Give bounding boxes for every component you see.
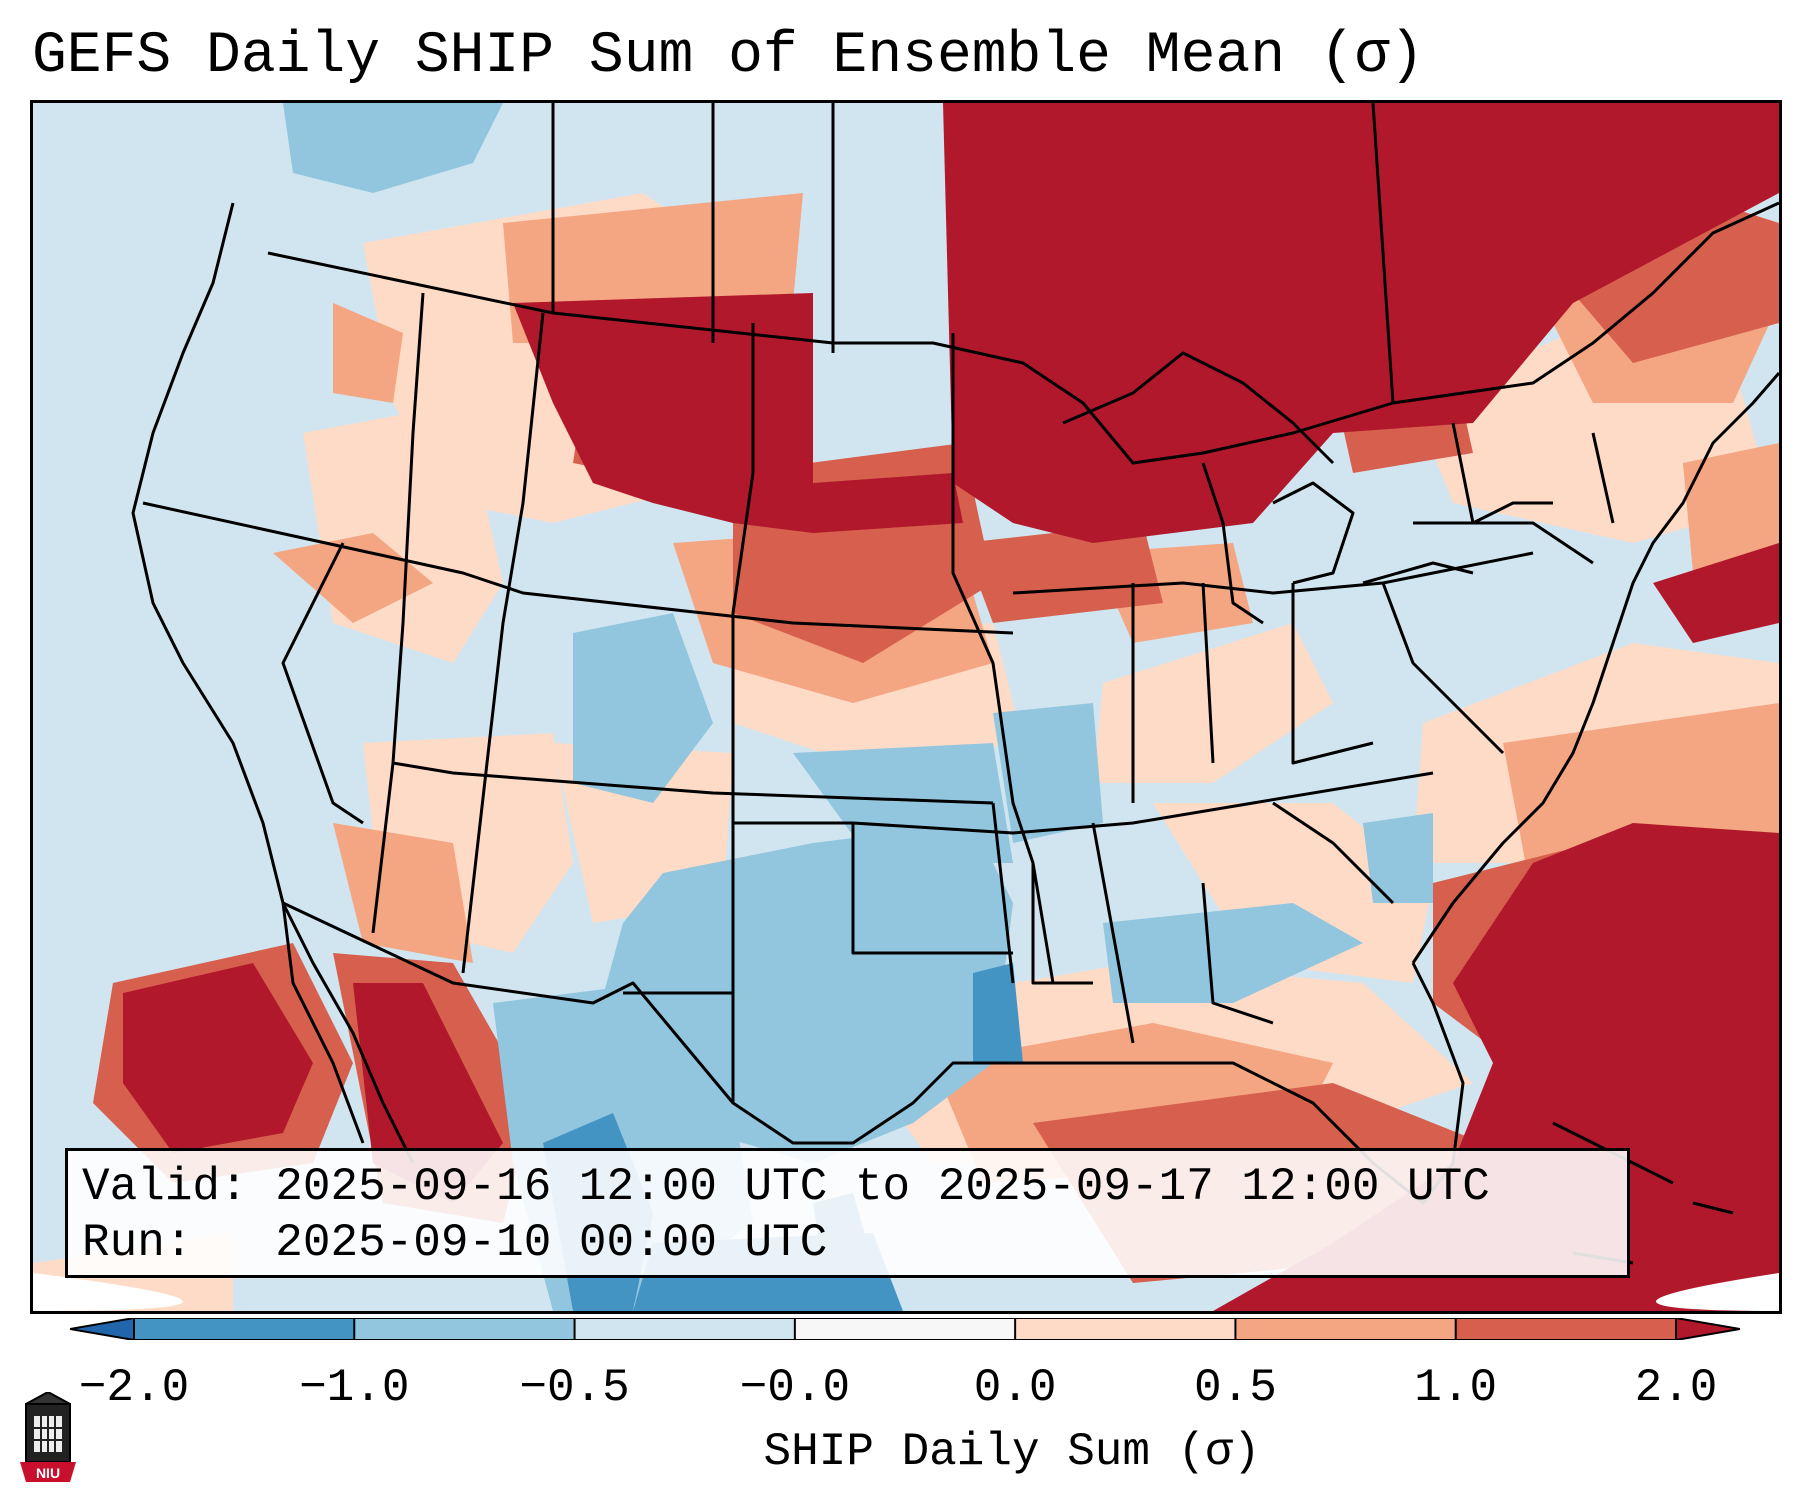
run-line: Run: 2025-09-10 00:00 UTC (82, 1215, 1613, 1271)
valid-label: Valid: (82, 1161, 248, 1213)
valid-run-info-box: Valid: 2025-09-16 12:00 UTC to 2025-09-1… (65, 1148, 1630, 1278)
colorbar-segment (794, 1318, 1016, 1340)
colorbar-tick-label: 1.0 (1414, 1362, 1498, 1414)
colorbar-tick-label: 2.0 (1634, 1362, 1718, 1414)
valid-text: 2025-09-16 12:00 UTC to 2025-09-17 12:00… (275, 1161, 1490, 1213)
valid-line: Valid: 2025-09-16 12:00 UTC to 2025-09-1… (82, 1159, 1613, 1215)
colorbar-tick-label: 0.0 (973, 1362, 1057, 1414)
projection-edge (33, 1273, 1779, 1311)
colorbar-segment (1455, 1318, 1677, 1340)
colorbar-segment (354, 1318, 576, 1340)
colorbar-tick-label: 0.5 (1194, 1362, 1277, 1414)
colorbar-outline (133, 1318, 1677, 1340)
map-canvas (33, 103, 1779, 1311)
chart-title: GEFS Daily SHIP Sum of Ensemble Mean (σ) (32, 24, 1425, 89)
colorbar-segment (1015, 1318, 1236, 1340)
run-text: 2025-09-10 00:00 UTC (275, 1217, 828, 1269)
field-extreme-positive (123, 103, 1779, 1311)
political-boundaries (131, 103, 1779, 1265)
colorbar-axis-label: SHIP Daily Sum (σ) (763, 1426, 1261, 1478)
colorbar-tick-label: −0.0 (739, 1362, 851, 1414)
colorbar (70, 1318, 1740, 1340)
colorbar-tick-label: −0.5 (519, 1362, 630, 1414)
logo-text: NIU (36, 1465, 60, 1481)
colorbar-segment (574, 1318, 796, 1340)
colorbar-segment (1235, 1318, 1457, 1340)
run-label: Run: (82, 1217, 193, 1269)
colorbar-segment (134, 1318, 355, 1340)
colorbar-tick-label: −2.0 (78, 1362, 190, 1414)
niu-logo-icon: NIU (20, 1392, 76, 1482)
map-panel (30, 100, 1782, 1314)
colorbar-extend-low (70, 1318, 135, 1340)
colorbar-extend-high (1675, 1318, 1740, 1340)
colorbar-tick-label: −1.0 (299, 1362, 410, 1414)
